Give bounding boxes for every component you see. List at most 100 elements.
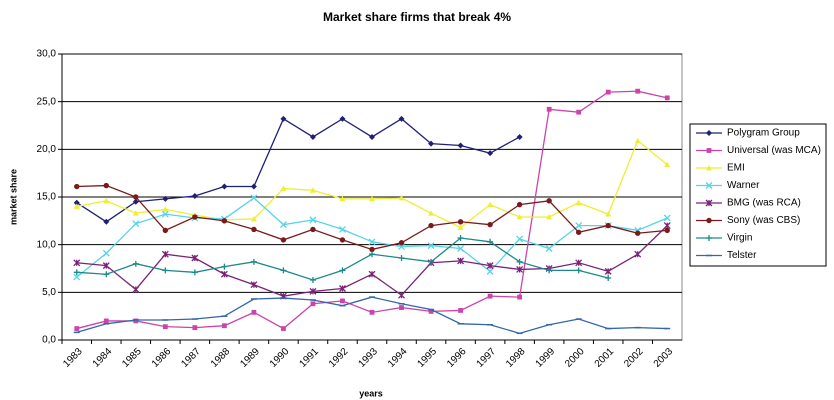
- data-point: [398, 194, 405, 201]
- data-point: [428, 140, 435, 147]
- data-point: [605, 275, 612, 282]
- data-point: [279, 221, 287, 229]
- data-point: [458, 308, 463, 313]
- data-point: [516, 133, 523, 140]
- data-point: [575, 229, 582, 235]
- data-point: [457, 257, 465, 265]
- data-point: [73, 273, 81, 281]
- data-point: [103, 182, 109, 189]
- data-point: [250, 194, 258, 202]
- data-point: [427, 242, 435, 250]
- data-point: [280, 237, 287, 243]
- x-tick-label: 1984: [91, 346, 115, 370]
- y-tick-label: 15,0: [37, 192, 57, 203]
- y-tick-label: 0,0: [42, 335, 56, 346]
- data-point: [250, 258, 257, 265]
- data-point: [487, 150, 494, 157]
- data-point: [487, 293, 493, 299]
- data-point: [428, 222, 434, 229]
- x-tick-label: 1995: [416, 346, 440, 370]
- data-point: [103, 318, 109, 324]
- data-point: [221, 218, 228, 224]
- data-point: [428, 309, 434, 314]
- data-point: [221, 323, 227, 329]
- data-point: [309, 216, 317, 224]
- y-tick-label: 25,0: [37, 96, 57, 107]
- data-point: [516, 214, 523, 220]
- x-tick-label: 2000: [563, 346, 587, 370]
- x-tick-label: 1990: [268, 346, 292, 370]
- data-point: [132, 260, 139, 267]
- data-point: [221, 263, 228, 270]
- data-point: [546, 267, 553, 274]
- data-point: [605, 222, 611, 229]
- data-point: [664, 227, 670, 234]
- data-point: [132, 220, 140, 228]
- data-point: [369, 246, 375, 253]
- data-point: [546, 106, 552, 112]
- data-point: [605, 211, 612, 217]
- data-point: [339, 267, 346, 274]
- data-point: [368, 238, 376, 246]
- data-point: [457, 224, 464, 230]
- data-point: [457, 245, 465, 252]
- data-point: [516, 201, 523, 208]
- data-point: [428, 258, 435, 265]
- data-point: [220, 270, 228, 278]
- data-point: [340, 298, 345, 304]
- legend-marker: [706, 165, 712, 171]
- data-point: [546, 198, 552, 204]
- data-point: [162, 195, 169, 202]
- data-point: [398, 255, 405, 262]
- data-point: [102, 249, 110, 257]
- data-point: [192, 325, 198, 331]
- x-tick-label: 1997: [475, 346, 499, 370]
- x-tick-label: 1999: [534, 346, 558, 370]
- data-point: [517, 294, 523, 300]
- data-point: [487, 201, 494, 208]
- data-point: [576, 109, 582, 115]
- legend-marker: [706, 235, 712, 241]
- data-point: [575, 222, 583, 230]
- data-point: [487, 221, 493, 228]
- data-point: [516, 265, 524, 273]
- x-axis-label: years: [359, 388, 383, 398]
- data-point: [339, 225, 346, 233]
- data-point: [339, 237, 346, 243]
- data-point: [74, 183, 80, 190]
- data-point: [73, 203, 80, 209]
- x-tick-label: 1983: [61, 346, 85, 370]
- data-point: [161, 210, 169, 218]
- data-point: [339, 115, 346, 122]
- data-point: [281, 326, 286, 331]
- data-point: [162, 206, 169, 212]
- data-point: [369, 133, 375, 140]
- data-point: [457, 234, 464, 241]
- legend-marker: [706, 130, 712, 136]
- legend-marker: [706, 217, 712, 224]
- data-point: [191, 254, 199, 262]
- data-point: [310, 301, 316, 307]
- data-point: [575, 199, 582, 206]
- data-point: [369, 309, 375, 315]
- x-tick-label: 1998: [504, 346, 528, 370]
- data-point: [428, 210, 435, 216]
- data-point: [605, 89, 611, 95]
- data-point: [399, 305, 404, 310]
- data-point: [73, 199, 80, 206]
- data-point: [162, 324, 168, 330]
- legend-marker: [705, 182, 713, 189]
- data-point: [162, 267, 169, 274]
- data-point: [486, 267, 494, 275]
- data-point: [280, 185, 287, 191]
- data-point: [575, 259, 583, 267]
- y-tick-label: 10,0: [37, 239, 57, 250]
- chart-title: Market share firms that break 4%: [323, 10, 511, 24]
- data-point: [132, 210, 139, 216]
- data-point: [191, 193, 198, 200]
- x-tick-label: 1987: [179, 346, 203, 370]
- data-point: [221, 183, 228, 190]
- x-tick-label: 1985: [120, 346, 144, 370]
- x-tick-label: 1994: [386, 346, 410, 370]
